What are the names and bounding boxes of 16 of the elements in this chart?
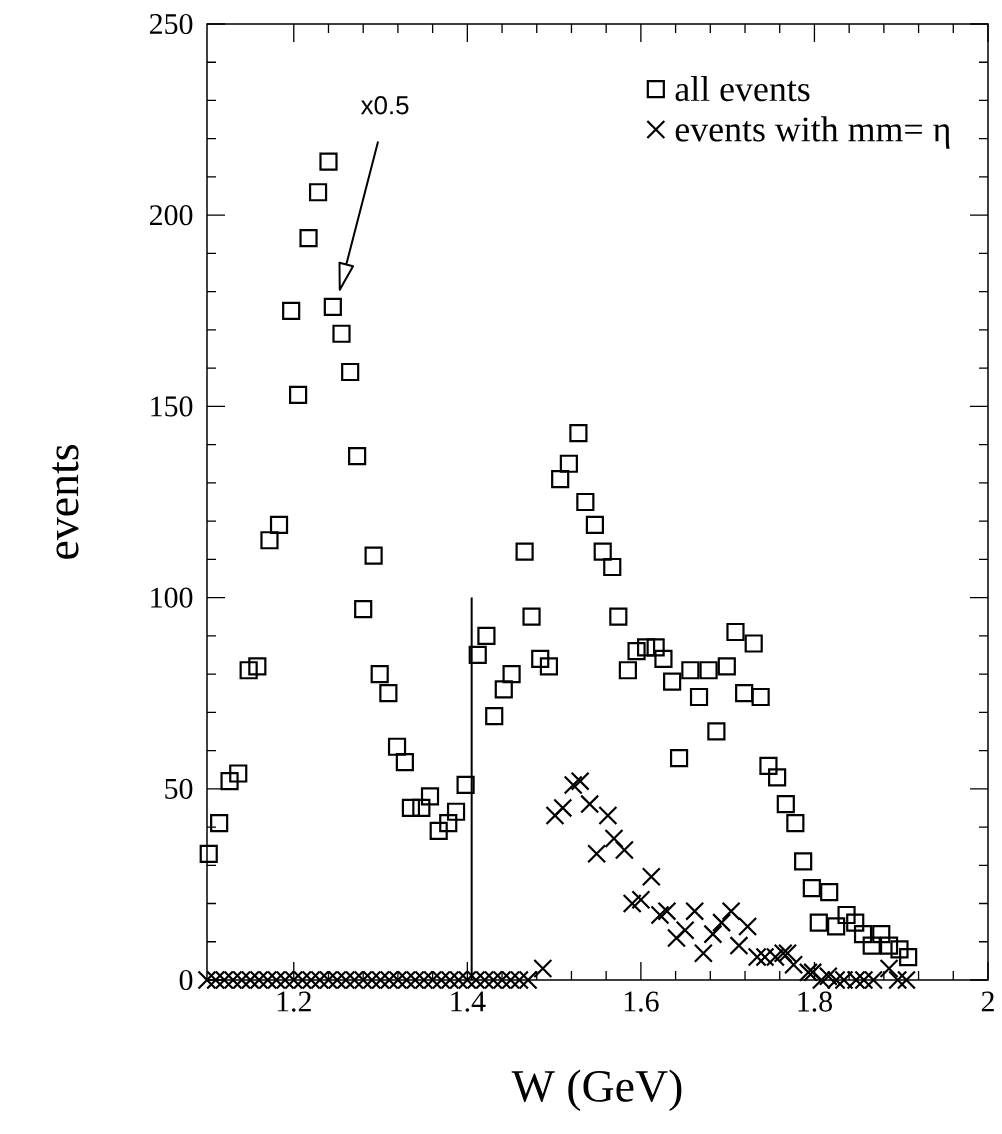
- x-tick-label: 1.2: [277, 991, 311, 1012]
- y-tick-label: 250: [149, 13, 193, 35]
- annotation: x0.5: [360, 96, 409, 115]
- x-tick-label: 2: [981, 991, 994, 1012]
- x-tick-label: 1.8: [798, 991, 832, 1012]
- legend-label: all events: [675, 75, 810, 102]
- y-tick-label: 50: [165, 778, 193, 799]
- legend-label: events with mm= η: [675, 116, 950, 149]
- x-tick-label: 1.6: [624, 991, 659, 1012]
- x-tick-label: 1.4: [451, 991, 486, 1012]
- y-axis-title: events: [52, 445, 79, 559]
- y-tick-label: 150: [151, 396, 193, 417]
- y-tick-label: 0: [179, 969, 193, 991]
- y-tick-label: 100: [151, 587, 193, 608]
- y-tick-label: 200: [149, 205, 193, 226]
- x-axis-title: W (GeV): [511, 1069, 682, 1112]
